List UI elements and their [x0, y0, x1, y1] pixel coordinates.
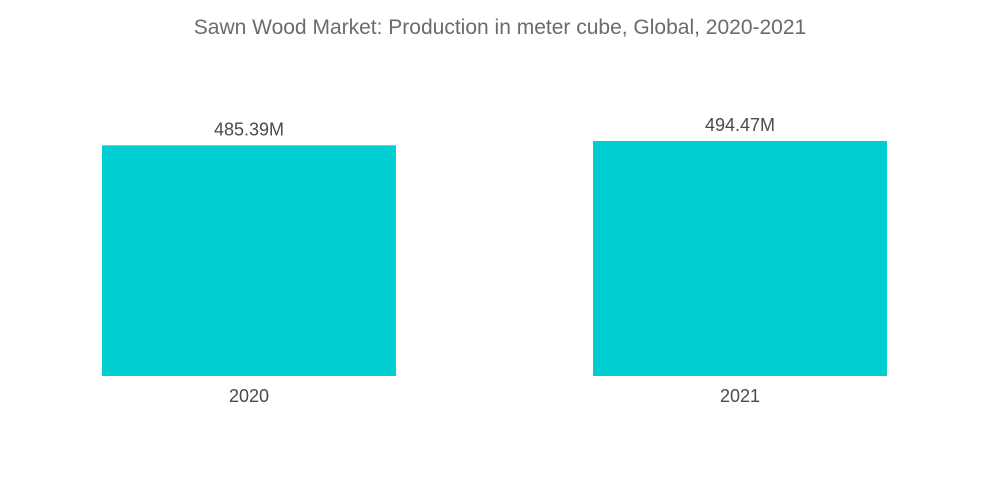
data-label-2021: 494.47M — [705, 115, 775, 135]
chart-title: Sawn Wood Market: Production in meter cu… — [193, 16, 807, 39]
bar-2021 — [593, 141, 887, 376]
data-label-2020: 485.39M — [214, 119, 284, 139]
x-tick-label-2021: 2021 — [720, 386, 760, 406]
x-tick-label-2020: 2020 — [229, 386, 269, 406]
bar-2020 — [102, 145, 396, 376]
